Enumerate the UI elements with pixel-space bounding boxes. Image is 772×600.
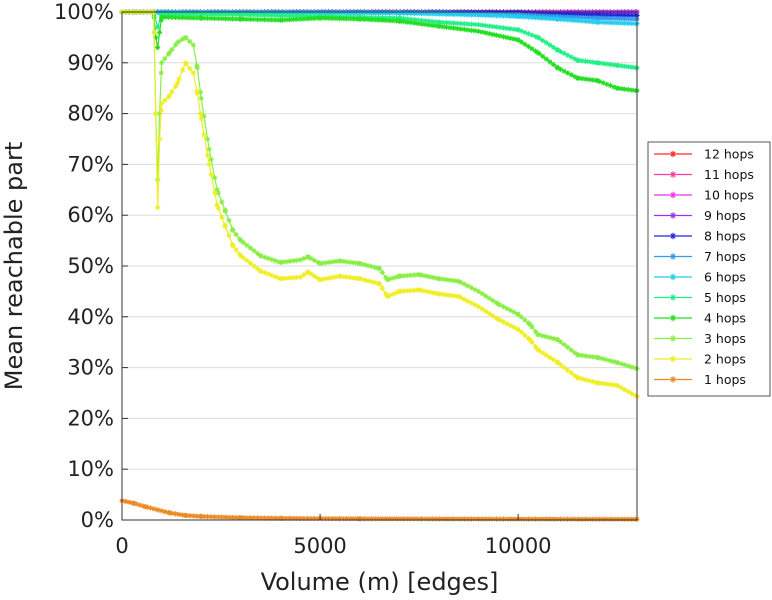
legend-marker (669, 212, 677, 219)
series-markers (119, 498, 640, 522)
y-tick-label: 50% (67, 254, 114, 278)
legend-label: 7 hops (704, 249, 746, 264)
legend-marker (669, 355, 677, 363)
y-tick-label: 20% (67, 406, 114, 430)
legend-label: 10 hops (704, 188, 754, 203)
legend-marker (669, 314, 677, 322)
legend-label: 12 hops (704, 147, 754, 162)
legend-item: 8 hops (654, 229, 746, 244)
y-tick-label: 70% (67, 152, 114, 176)
legend-item: 5 hops (654, 290, 746, 305)
legend-item: 4 hops (654, 311, 746, 326)
legend-label: 1 hops (704, 372, 746, 387)
y-tick-label: 10% (67, 457, 114, 481)
legend-marker (669, 232, 677, 240)
legend-item: 10 hops (654, 188, 754, 203)
legend-marker (669, 376, 677, 383)
legend-item: 9 hops (654, 208, 746, 223)
series-4-hops (119, 9, 640, 94)
axis-ticks: 0% 10% 20% 30% 40% 50% 60% 70% 80% 90% 100% 0 5000 10… (54, 0, 552, 558)
y-tick-label: 40% (67, 305, 114, 329)
y-tick-label: 60% (67, 203, 114, 227)
y-tick-label: 90% (67, 51, 114, 75)
legend-box (647, 141, 771, 397)
x-tick-label: 5000 (293, 534, 346, 558)
x-axis-label: Volume (m) [edges] (261, 568, 499, 596)
y-tick-label: 30% (67, 356, 114, 380)
legend-label: 9 hops (704, 208, 746, 223)
legend-marker (669, 273, 677, 281)
legend-marker (669, 150, 677, 158)
legend-item: 2 hops (654, 352, 746, 367)
series-1-hops (119, 498, 640, 522)
y-axis-label: Mean reachable part (0, 142, 28, 390)
legend-item: 12 hops (654, 147, 754, 162)
y-tick-label: 0% (81, 508, 114, 532)
legend-item: 3 hops (654, 331, 746, 346)
legend-marker (669, 253, 677, 260)
legend-label: 4 hops (704, 311, 746, 326)
legend-label: 8 hops (704, 229, 746, 244)
legend-item: 11 hops (654, 167, 754, 182)
legend-marker (669, 294, 677, 301)
y-tick-label: 80% (67, 102, 114, 126)
legend-marker (669, 171, 677, 178)
legend-label: 5 hops (704, 290, 746, 305)
legend-label: 3 hops (704, 331, 746, 346)
legend-label: 2 hops (704, 352, 746, 367)
legend: 12 hops 11 hops 10 hops 9 hops 8 hops 7 hops 6… (647, 141, 771, 397)
legend-label: 11 hops (704, 167, 754, 182)
legend-marker (669, 191, 677, 199)
x-tick-label: 0 (115, 534, 128, 558)
x-tick-label: 10000 (485, 534, 552, 558)
legend-item: 1 hops (654, 372, 746, 387)
legend-marker (669, 335, 677, 342)
legend-label: 6 hops (704, 270, 746, 285)
y-tick-label: 100% (54, 0, 114, 24)
legend-item: 7 hops (654, 249, 746, 264)
legend-item: 6 hops (654, 270, 746, 285)
